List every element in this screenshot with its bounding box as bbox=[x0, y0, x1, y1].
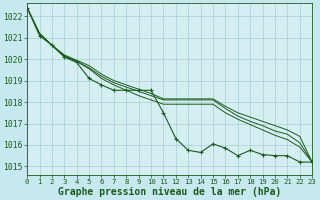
X-axis label: Graphe pression niveau de la mer (hPa): Graphe pression niveau de la mer (hPa) bbox=[58, 186, 281, 197]
